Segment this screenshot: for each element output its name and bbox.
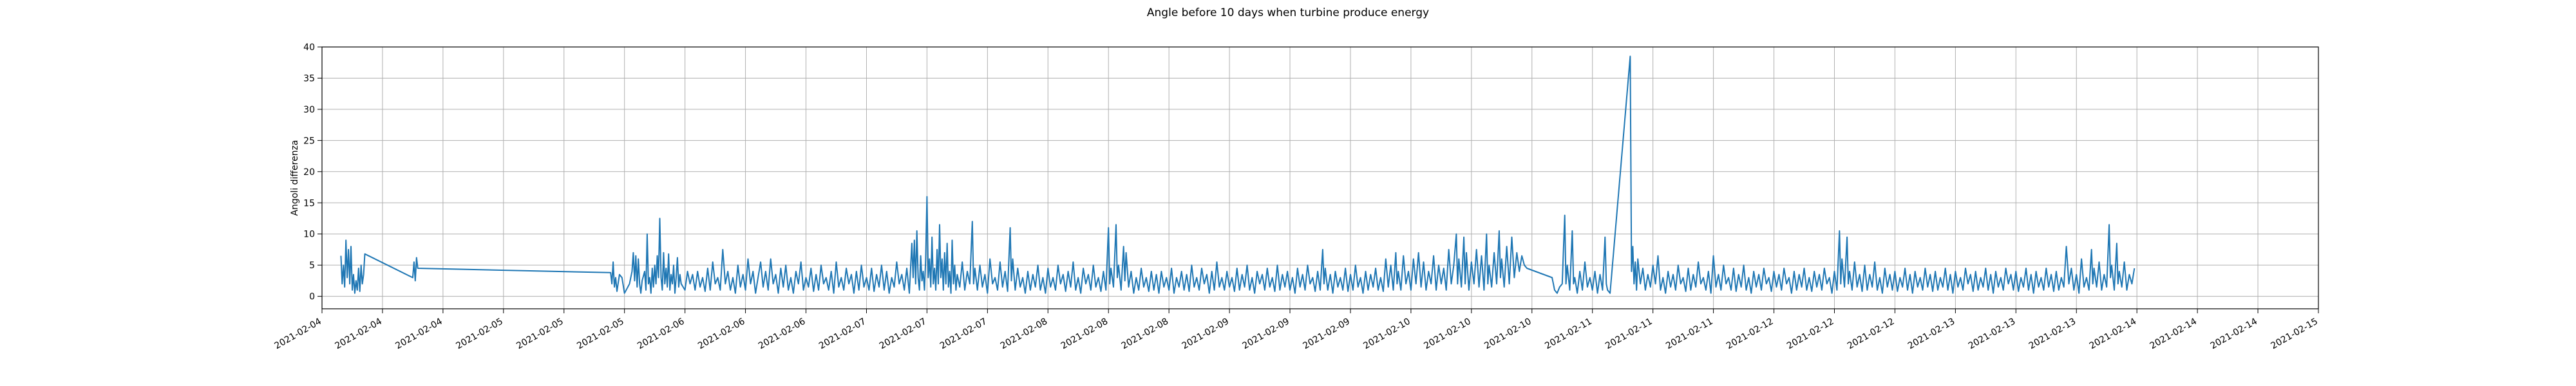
x-tick-label: 2021-02-11 xyxy=(1543,317,1593,352)
x-tick-label: 2021-02-05 xyxy=(575,317,625,352)
x-tick-label: 2021-02-06 xyxy=(757,317,808,352)
y-tick-label: 0 xyxy=(309,292,315,302)
x-tick-label: 2021-02-07 xyxy=(817,317,867,352)
x-tick-label: 2021-02-09 xyxy=(1301,317,1351,352)
x-tick-label: 2021-02-14 xyxy=(2088,317,2139,352)
y-axis: 0 5 10 15 20 25 30 35 40 xyxy=(303,42,322,302)
x-tick-label: 2021-02-10 xyxy=(1361,317,1412,352)
plot-frame xyxy=(321,46,2319,309)
x-tick-label: 2021-02-07 xyxy=(938,317,989,352)
x-tick-label: 2021-02-11 xyxy=(1604,317,1654,352)
chart-grid xyxy=(321,46,2319,309)
x-tick-label: 2021-02-12 xyxy=(1725,317,1775,352)
x-tick-label: 2021-02-05 xyxy=(454,317,504,352)
x-tick-label: 2021-02-09 xyxy=(1180,317,1231,352)
x-tick-label: 2021-02-12 xyxy=(1846,317,1896,352)
y-tick-label: 15 xyxy=(303,198,315,208)
x-tick-label: 2021-02-07 xyxy=(878,317,928,352)
x-tick-label: 2021-02-08 xyxy=(1059,317,1110,352)
x-axis: 2021-02-04 2021-02-04 2021-02-04 2021-02-05… xyxy=(273,309,2320,351)
x-tick-label: 2021-02-13 xyxy=(2027,317,2078,352)
y-tick-label: 30 xyxy=(303,105,315,115)
y-tick-label: 10 xyxy=(303,230,315,240)
y-tick-label: 5 xyxy=(309,261,315,271)
x-tick-label: 2021-02-09 xyxy=(1241,317,1291,352)
x-tick-label: 2021-02-15 xyxy=(2269,317,2320,352)
x-tick-label: 2021-02-08 xyxy=(1120,317,1170,352)
x-tick-label: 2021-02-04 xyxy=(273,317,324,352)
chart-title: Angle before 10 days when turbine produc… xyxy=(1147,6,1429,19)
series-line xyxy=(340,55,2136,294)
x-tick-label: 2021-02-04 xyxy=(333,317,384,352)
x-tick-label: 2021-02-13 xyxy=(1906,317,1956,352)
y-tick-label: 25 xyxy=(303,136,315,146)
x-tick-label: 2021-02-12 xyxy=(1785,317,1835,352)
x-tick-label: 2021-02-06 xyxy=(636,317,687,352)
x-tick-label: 2021-02-05 xyxy=(515,317,565,352)
y-tick-label: 40 xyxy=(303,42,315,53)
x-tick-label: 2021-02-14 xyxy=(2148,317,2199,352)
y-tick-label: 35 xyxy=(303,73,315,84)
y-axis-label: Angoli differenza xyxy=(290,140,300,216)
x-tick-label: 2021-02-06 xyxy=(696,317,747,352)
x-tick-label: 2021-02-13 xyxy=(1967,317,2017,352)
y-tick-label: 20 xyxy=(303,167,315,178)
x-tick-label: 2021-02-08 xyxy=(999,317,1049,352)
x-tick-label: 2021-02-10 xyxy=(1482,317,1533,352)
x-tick-label: 2021-02-11 xyxy=(1664,317,1714,352)
x-tick-label: 2021-02-14 xyxy=(2209,317,2260,352)
x-tick-label: 2021-02-10 xyxy=(1422,317,1472,352)
x-tick-label: 2021-02-04 xyxy=(393,317,444,352)
